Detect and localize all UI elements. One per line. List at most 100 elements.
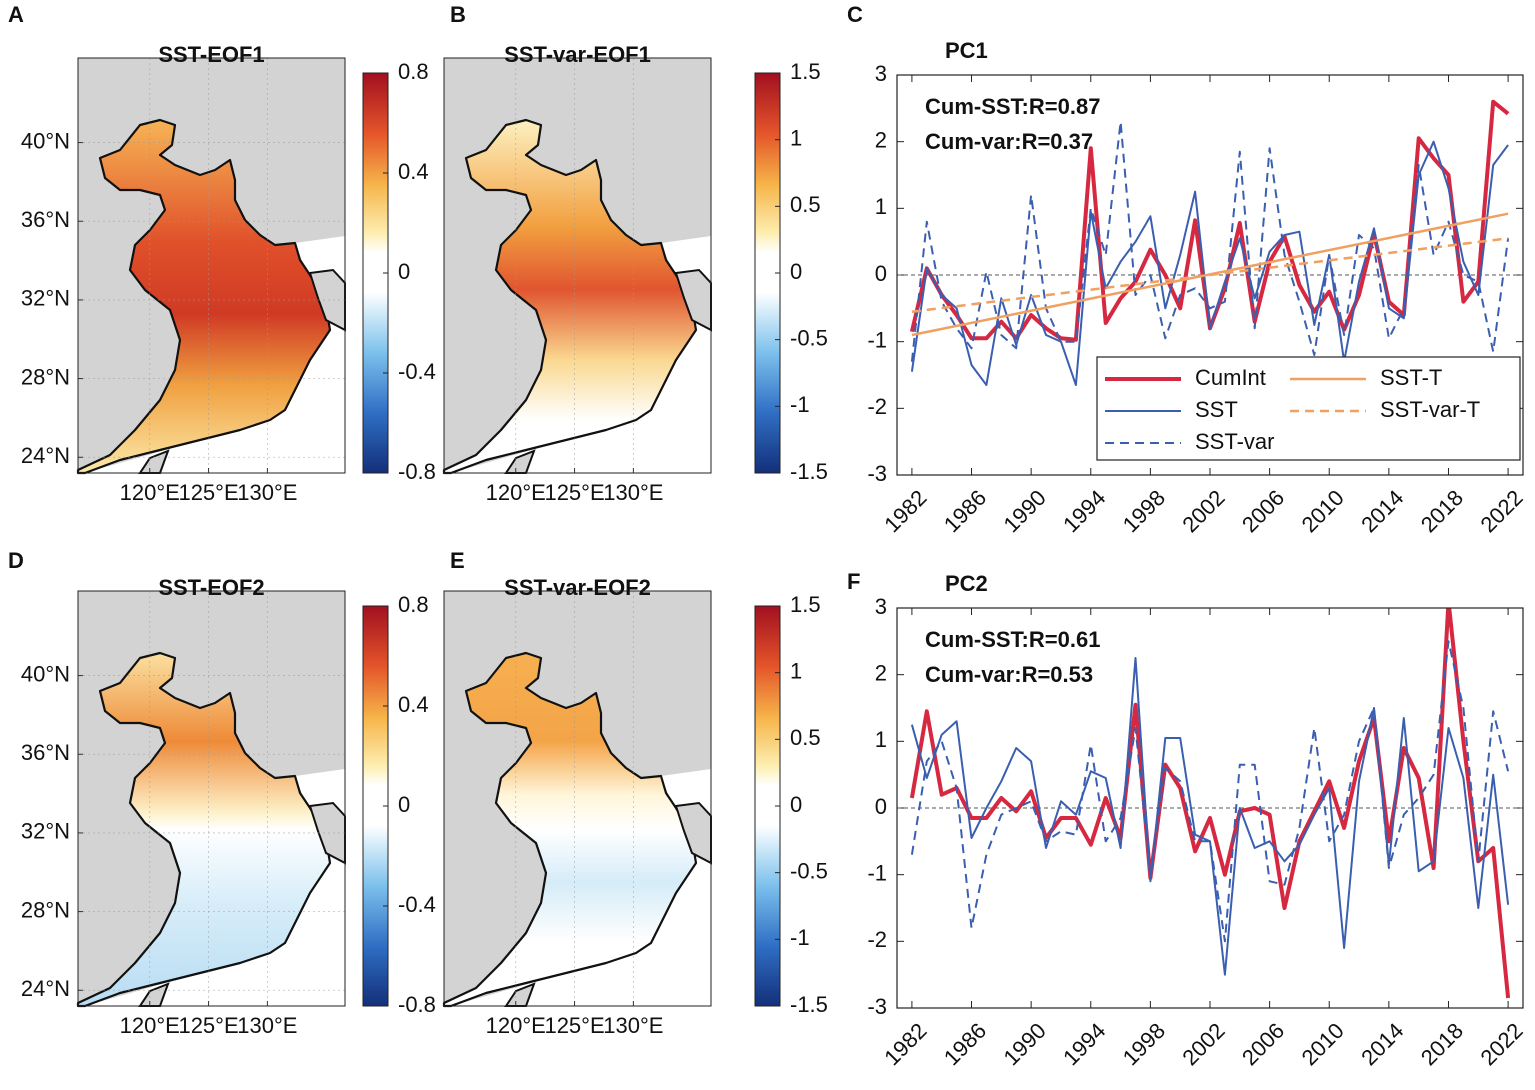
x-tick-label: 1998: [1118, 1018, 1170, 1070]
y-tick-label: -2: [867, 394, 887, 419]
map-frame: [443, 590, 712, 1007]
y-tick-label: 3: [875, 61, 887, 86]
y-tick-label: 32°N: [21, 819, 70, 844]
colorbar-tick-label: -1: [790, 925, 810, 950]
legend-label: CumInt: [1195, 365, 1266, 390]
y-tick-label: 28°N: [21, 897, 70, 922]
panel-letter: C: [847, 2, 863, 27]
x-tick-label: 125°E: [178, 1013, 238, 1038]
map: [76, 58, 346, 475]
y-tick-label: -2: [867, 927, 887, 952]
map: [76, 591, 346, 1008]
y-tick-label: -3: [867, 461, 887, 486]
series-line: [911, 237, 1509, 313]
y-tick-label: 0: [875, 794, 887, 819]
map-title: SST-EOF2: [158, 575, 264, 600]
colorbar-tick-label: -0.8: [398, 992, 436, 1017]
y-tick-label: 3: [875, 594, 887, 619]
colorbar-tick-label: -0.5: [790, 858, 828, 883]
y-tick-label: 40°N: [21, 661, 70, 686]
x-tick-label: 2022: [1475, 1018, 1527, 1070]
map-title: SST-var-EOF2: [504, 575, 651, 600]
x-tick-label: 125°E: [544, 1013, 604, 1038]
y-tick-label: 1: [875, 727, 887, 752]
colorbar-tick-label: -0.4: [398, 359, 436, 384]
map: [442, 58, 712, 475]
x-tick-label: 1986: [939, 485, 991, 537]
x-tick-label: 2002: [1177, 485, 1229, 537]
y-tick-label: 40°N: [21, 128, 70, 153]
x-tick-label: 1990: [998, 485, 1050, 537]
y-tick-label: -1: [867, 860, 887, 885]
x-tick-label: 2018: [1416, 1018, 1468, 1070]
y-tick-label: 1: [875, 194, 887, 219]
chart-title: PC1: [945, 38, 988, 63]
x-tick-label: 2010: [1297, 485, 1349, 537]
map-title: SST-var-EOF1: [504, 42, 651, 67]
legend-label: SST-var: [1195, 429, 1274, 454]
x-tick-label: 130°E: [603, 480, 663, 505]
x-tick-label: 2014: [1356, 1018, 1408, 1070]
colorbar-tick-label: -1.5: [790, 992, 828, 1017]
panel-letter: D: [8, 548, 24, 573]
map-title: SST-EOF1: [158, 42, 264, 67]
x-tick-label: 1998: [1118, 485, 1170, 537]
map-frame: [77, 57, 346, 474]
map: [442, 591, 712, 1008]
x-tick-label: 1994: [1058, 1018, 1110, 1070]
x-tick-label: 2006: [1237, 485, 1289, 537]
colorbar-tick-label: 0: [790, 259, 802, 284]
panel-letter: F: [847, 569, 860, 594]
colorbar-tick-label: 0.4: [398, 692, 429, 717]
x-tick-label: 120°E: [486, 480, 546, 505]
x-tick-label: 1994: [1058, 485, 1110, 537]
x-tick-label: 120°E: [120, 480, 180, 505]
series-line: [910, 140, 1509, 386]
x-tick-label: 125°E: [544, 480, 604, 505]
colorbar-tick-label: 1.5: [790, 592, 821, 617]
x-tick-label: 2014: [1356, 485, 1408, 537]
x-tick-label: 120°E: [486, 1013, 546, 1038]
x-tick-label: 130°E: [237, 480, 297, 505]
y-tick-label: 2: [875, 660, 887, 685]
x-tick-label: 1982: [879, 1018, 931, 1070]
panel-letter: B: [450, 2, 466, 27]
x-tick-label: 120°E: [120, 1013, 180, 1038]
colorbar-tick-label: 0.8: [398, 592, 429, 617]
y-tick-label: 24°N: [21, 443, 70, 468]
panel-letter: E: [450, 548, 465, 573]
chart-title: PC2: [945, 571, 988, 596]
colorbar-tick-label: 0: [398, 792, 410, 817]
colorbar-tick-label: -0.5: [790, 325, 828, 350]
colorbar-tick-label: -1: [790, 392, 810, 417]
series-line: [910, 657, 1510, 976]
colorbar-tick-label: 1: [790, 125, 802, 150]
colorbar-tick-label: 1: [790, 658, 802, 683]
annotation: Cum-var:R=0.37: [925, 129, 1093, 154]
legend-label: SST: [1195, 397, 1238, 422]
colorbar-tick-label: -0.4: [398, 892, 436, 917]
x-tick-label: 1986: [939, 1018, 991, 1070]
y-tick-label: -1: [867, 327, 887, 352]
y-tick-label: 32°N: [21, 286, 70, 311]
annotation: Cum-var:R=0.53: [925, 662, 1093, 687]
colorbar-tick-label: 0.5: [790, 725, 821, 750]
series-line: [909, 608, 1511, 999]
colorbar-tick-label: 1.5: [790, 59, 821, 84]
colorbar-tick-label: 0: [790, 792, 802, 817]
series-line: [910, 640, 1510, 943]
y-tick-label: 0: [875, 261, 887, 286]
colorbar-tick-label: -1.5: [790, 459, 828, 484]
x-tick-label: 1982: [879, 485, 931, 537]
annotation: Cum-SST:R=0.61: [925, 627, 1100, 652]
panel-letter: A: [8, 2, 24, 27]
y-tick-label: 36°N: [21, 740, 70, 765]
y-tick-label: 24°N: [21, 976, 70, 1001]
y-tick-label: 2: [875, 127, 887, 152]
x-tick-label: 2010: [1297, 1018, 1349, 1070]
colorbar-tick-label: 0: [398, 259, 410, 284]
map-frame: [443, 57, 712, 474]
x-tick-label: 130°E: [237, 1013, 297, 1038]
x-tick-label: 125°E: [178, 480, 238, 505]
